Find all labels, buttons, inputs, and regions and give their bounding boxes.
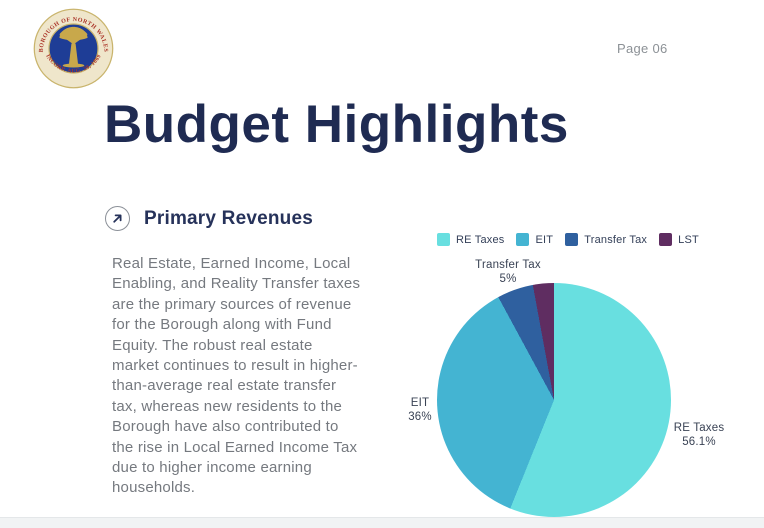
pie-legend: RE Taxes EIT Transfer Tax LST — [437, 233, 699, 246]
legend-label: Transfer Tax — [584, 233, 648, 246]
legend-item-transfer-tax: Transfer Tax — [565, 233, 647, 246]
primary-revenues-heading: Primary Revenues — [105, 206, 313, 231]
section-body-text: Real Estate, Earned Income, Local Enabli… — [112, 255, 361, 497]
page-title: Budget Highlights — [104, 95, 569, 154]
slide-bottom-edge — [0, 517, 764, 528]
legend-item-eit: EIT — [516, 233, 553, 246]
tree-icon — [59, 26, 88, 68]
page-number: Page 06 — [617, 41, 668, 56]
legend-label: EIT — [535, 233, 554, 246]
callout-line: 56.1% — [682, 436, 716, 448]
lst-swatch-icon — [659, 233, 673, 246]
legend-item-re-taxes: RE Taxes — [437, 233, 504, 246]
callout-line: EIT — [410, 397, 430, 409]
callout-line: RE Taxes — [673, 422, 725, 434]
callout-line: 36% — [408, 411, 432, 423]
legend-label: RE Taxes — [456, 233, 505, 246]
borough-seal-logo: BOROUGH OF NORTH WALES INCORP. AUG. 29, … — [33, 8, 114, 89]
callout-re-taxes: RE Taxes 56.1% — [656, 421, 742, 449]
eit-swatch-icon — [516, 233, 530, 246]
legend-item-lst: LST — [659, 233, 699, 246]
re-taxes-swatch-icon — [437, 233, 450, 246]
callout-transfer-tax: Transfer Tax 5% — [463, 258, 553, 286]
transfer-tax-swatch-icon — [565, 233, 579, 246]
primary-revenues-pie-chart — [437, 283, 671, 517]
callout-eit: EIT 36% — [388, 396, 452, 424]
legend-label: LST — [678, 233, 699, 246]
arrow-up-right-icon — [105, 206, 130, 231]
callout-line: 5% — [499, 273, 517, 285]
callout-line: Transfer Tax — [475, 259, 541, 271]
section-heading-label: Primary Revenues — [144, 207, 314, 229]
